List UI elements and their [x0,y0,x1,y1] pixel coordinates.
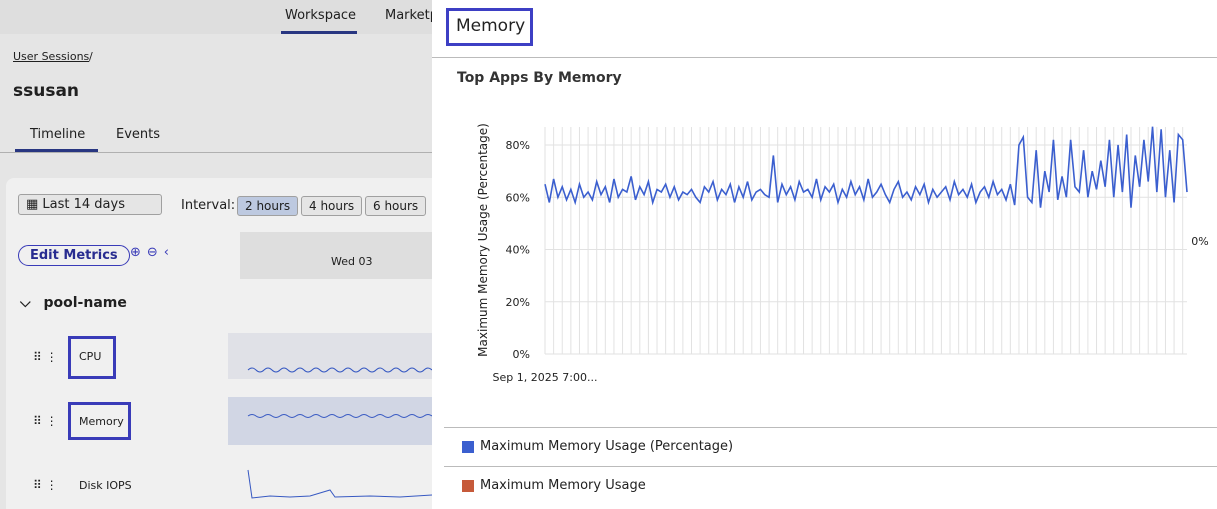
group-text: pool-name [43,295,127,311]
background-app: Workspace Marketp User Sessions / ssusan… [0,0,438,509]
y-tick-label: 60% [506,191,530,204]
y-axis-label: Maximum Memory Usage (Percentage) [476,123,490,357]
group-name[interactable]: ⌵ pool-name [20,295,127,311]
panel-title: Memory [456,16,526,36]
right-label: 0% [1191,235,1208,248]
legend-entry[interactable]: Maximum Memory Usage (Percentage) [480,439,734,454]
breadcrumb-link[interactable]: User Sessions [13,50,90,63]
side-panel: Memory Maximum Memory Usage (Percentage)… [432,0,1217,509]
data-line [544,126,1188,208]
row-label: CPU [79,350,102,363]
y-tick-label: 0% [513,348,530,361]
edit-metrics[interactable]: Edit Metrics [18,245,130,266]
legend-entry[interactable]: Maximum Memory Usage [480,478,646,493]
day-label: Wed 03 [331,255,373,268]
nav-item[interactable]: Workspace [285,8,357,23]
x-tick-label: Sep 1, 2025 7:00... [493,371,598,384]
interval[interactable]: 6 hours [365,196,427,216]
row-label: ⠿ ⋮ [33,478,58,492]
row-label: ⠿ ⋮ [33,414,58,428]
y-tick-label: 20% [506,296,530,309]
sparklines [247,367,432,499]
highlight [68,336,116,379]
chart: Top Apps By Memory Maximum Memory Usage … [457,70,1209,384]
date-range[interactable]: ▦ Last 14 days [18,194,162,215]
tab[interactable]: Events [116,127,161,142]
row-label: Memory [79,415,124,428]
interval[interactable]: 4 hours [301,196,363,216]
highlight [446,8,533,46]
tab[interactable]: Timeline [30,127,86,142]
row-label: ⠿ ⋮ [33,350,58,364]
chart-title: Top Apps By Memory [457,70,622,86]
y-tick-label: 80% [506,139,530,152]
highlight [68,402,131,440]
date-range-text: Last 14 days [42,197,125,212]
legend-swatch [462,441,474,453]
nav-item[interactable]: Marketp [385,8,438,23]
interval-label: Interval: [181,198,236,213]
page-title: ssusan [13,81,80,101]
legend-swatch [462,480,474,492]
row-label: Disk IOPS [79,479,132,492]
breadcrumb-sep: / [89,50,93,63]
y-tick-label: 40% [506,244,530,257]
interval[interactable]: 2 hours [237,196,299,216]
zoom-controls[interactable]: ⊕⊖‹ [130,245,175,260]
